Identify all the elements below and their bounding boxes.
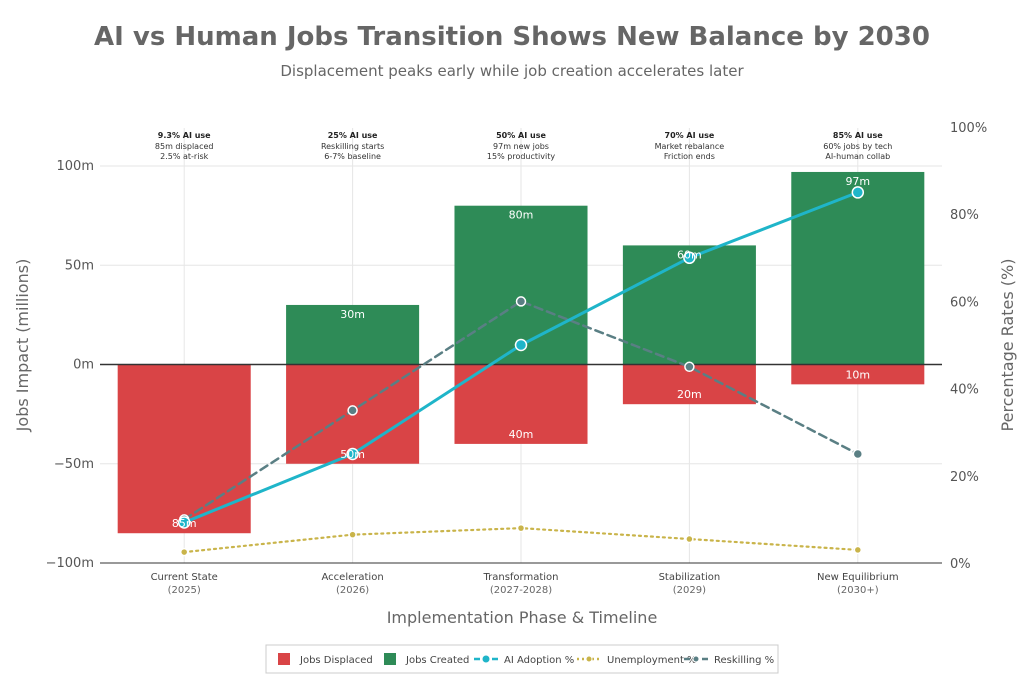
bar-jobs-displaced: [454, 364, 588, 444]
annotation-line: 6-7% baseline: [324, 152, 381, 161]
y2-tick-label: 20%: [950, 470, 979, 485]
y-tick-label: 100m: [57, 159, 94, 174]
annotation-line: Market rebalance: [655, 142, 725, 151]
x-tick-sublabel: (2029): [673, 585, 706, 596]
point-unemployment: [348, 530, 357, 539]
annotation-line: 15% productivity: [487, 152, 555, 161]
legend-ai-adoption-marker: [481, 654, 491, 664]
bar-data-label: 60m: [677, 248, 702, 261]
point-reskilling: [684, 361, 695, 373]
point-ai-adoption: [683, 251, 696, 265]
y-tick-label: −50m: [54, 457, 94, 472]
bar-jobs-created: [286, 304, 420, 365]
annotation-line: 2.5% at-risk: [160, 152, 208, 161]
point-unemployment: [685, 534, 694, 544]
annotation-head: 9.3% AI use: [158, 131, 211, 140]
bar-data-label: 97m: [845, 175, 870, 188]
point-ai-adoption: [177, 516, 191, 529]
point-unemployment: [179, 547, 189, 557]
point-reskilling: [852, 448, 864, 460]
series-lines: [177, 186, 865, 557]
annotation-line: 97m new jobs: [493, 142, 549, 151]
legend-unemployment-label: Unemployment %: [607, 655, 697, 666]
y2-axis-title: Percentage Rates (%): [998, 259, 1017, 432]
y-tick-label: −100m: [46, 556, 94, 571]
legend-jobs-created-swatch: [384, 653, 396, 665]
x-tick-label: New Equilibrium: [817, 572, 899, 583]
point-unemployment: [516, 523, 526, 533]
axes: −100m −50m 0m 50m 100m 0% 20% 40% 60% 80% 100% Curr…: [46, 121, 988, 596]
bar-jobs-created: [622, 245, 756, 365]
x-tick-label: Transformation: [482, 572, 558, 583]
point-unemployment: [853, 545, 863, 555]
y-axis-title: Jobs Impact (millions): [13, 259, 32, 433]
bar-jobs-displaced: [117, 364, 251, 534]
annotation-head: 70% AI use: [665, 131, 715, 140]
point-ai-adoption: [851, 186, 865, 199]
x-tick-sublabel: (2025): [168, 585, 201, 596]
line-reskilling: [182, 300, 860, 521]
bar-labels: 85m 50m 40m 20m 10m 30m 80m 60m 97m: [172, 175, 870, 530]
annotation-head: 85% AI use: [833, 131, 883, 140]
x-tick-label: Current State: [151, 572, 218, 583]
point-ai-adoption: [346, 447, 359, 461]
point-ai-adoption: [514, 338, 528, 352]
annotation-line: 60% jobs by tech: [823, 142, 892, 151]
bar-data-label: 40m: [509, 428, 534, 441]
y2-tick-label: 60%: [950, 295, 979, 310]
annotation-head: 25% AI use: [328, 131, 378, 140]
legend-jobs-displaced-label: Jobs Displaced: [299, 655, 373, 666]
y2-tick-label: 40%: [950, 383, 979, 398]
legend-unemployment-marker: [585, 655, 593, 663]
x-axis-title: Implementation Phase & Timeline: [387, 608, 658, 627]
y2-tick-label: 0%: [950, 557, 971, 572]
bar-data-label: 10m: [845, 368, 870, 381]
point-reskilling: [515, 296, 527, 307]
annotation-line: Friction ends: [664, 152, 715, 161]
bar-data-label: 50m: [340, 448, 365, 461]
bar-jobs-created: [454, 205, 588, 365]
legend-jobs-displaced-swatch: [278, 653, 290, 665]
annotation-line: Reskilling starts: [321, 142, 384, 151]
bar-data-label: 20m: [677, 388, 702, 401]
bar-data-label: 80m: [509, 209, 534, 222]
y-tick-label: 50m: [65, 258, 94, 273]
bar-jobs-displaced: [791, 364, 925, 385]
bar-data-label: 30m: [340, 308, 365, 321]
legend: Jobs Displaced Jobs Created AI Adoption % U…: [265, 644, 779, 674]
legend-reskilling-marker: [692, 655, 700, 663]
y2-tick-label: 80%: [950, 208, 979, 223]
legend-ai-adoption-label: AI Adoption %: [504, 655, 574, 666]
bar-jobs-created: [791, 171, 925, 365]
legend-reskilling-label: Reskilling %: [714, 655, 774, 666]
chart-title: AI vs Human Jobs Transition Shows New Ba…: [94, 22, 930, 52]
x-tick-label: Stabilization: [659, 572, 721, 583]
annotation-line: 85m displaced: [155, 142, 214, 151]
x-tick-label: Acceleration: [322, 572, 384, 583]
y2-tick-label: 100%: [950, 121, 987, 136]
y-tick-label: 0m: [73, 358, 94, 373]
x-tick-sublabel: (2026): [336, 585, 369, 596]
annotation-line: AI-human collab: [825, 152, 890, 161]
point-reskilling: [347, 405, 358, 416]
legend-jobs-created-label: Jobs Created: [405, 655, 469, 666]
x-tick-sublabel: (2030+): [837, 585, 879, 596]
x-tick-sublabel: (2027-2028): [490, 585, 552, 596]
bar-data-label: 85m: [172, 517, 197, 530]
annotation-head: 50% AI use: [496, 131, 546, 140]
chart-subtitle: Displacement peaks early while job creat…: [280, 62, 744, 80]
